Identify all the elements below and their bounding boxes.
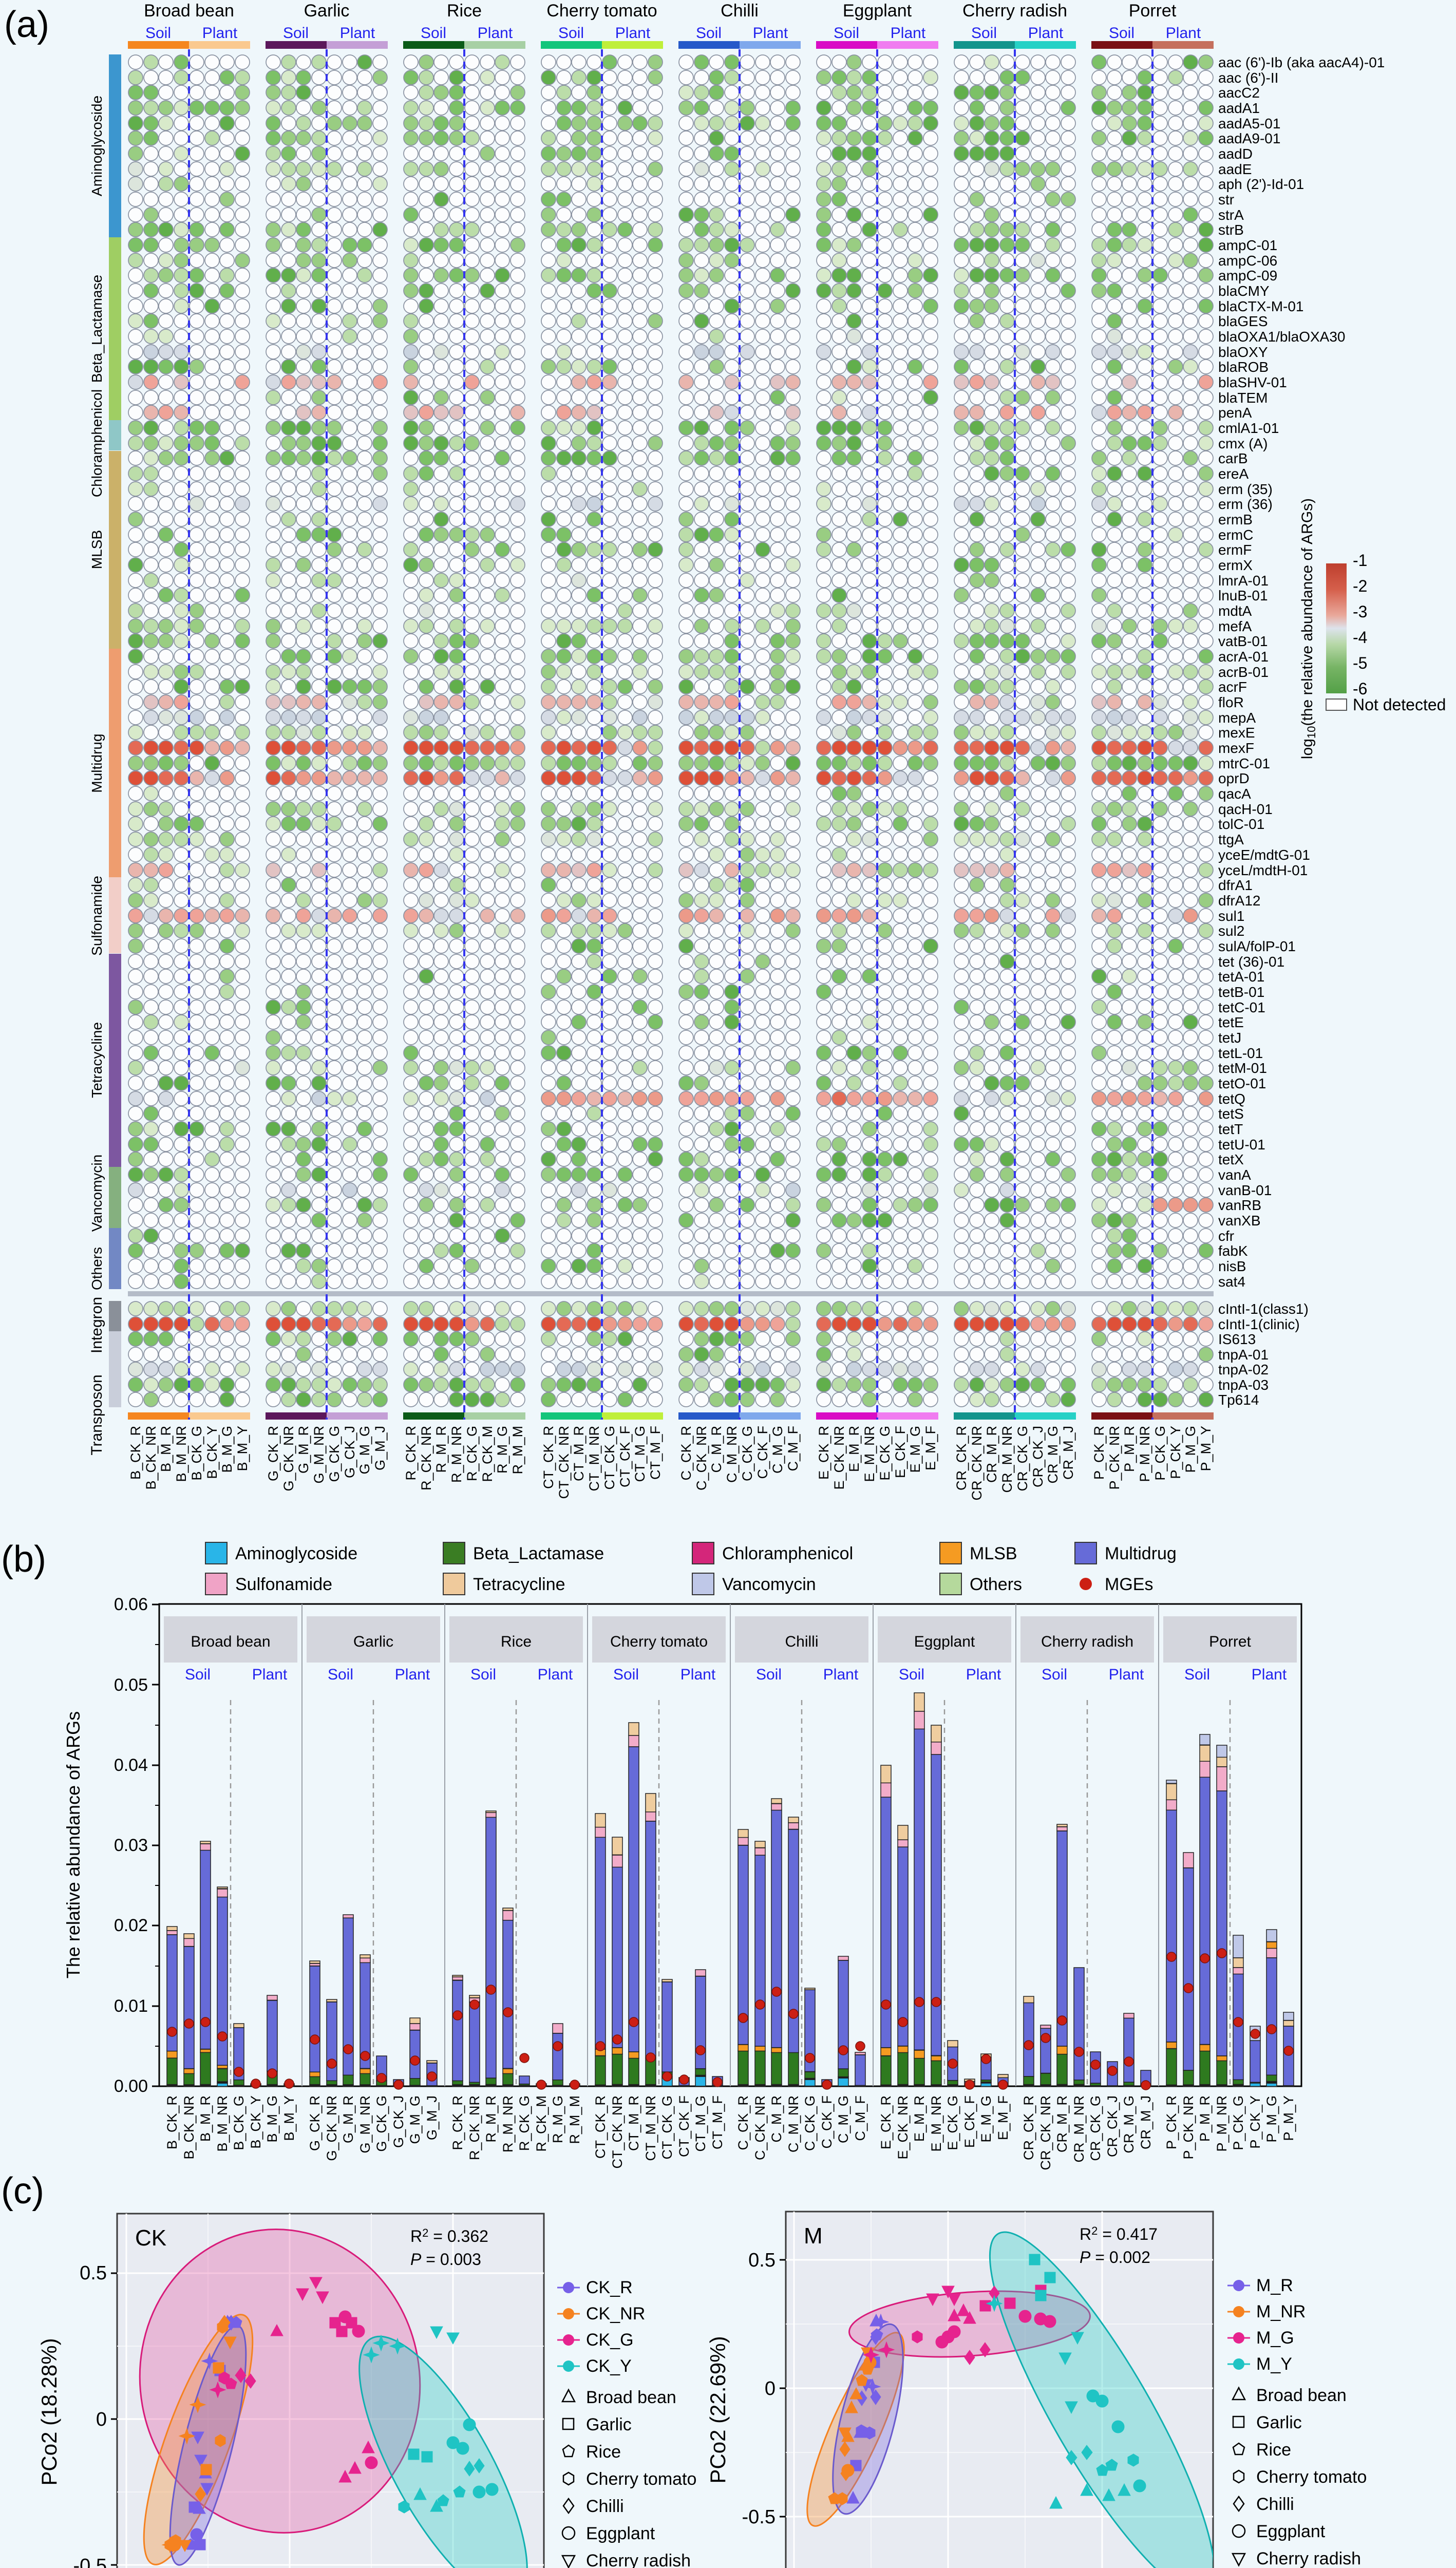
svg-text:Eggplant: Eggplant bbox=[843, 1, 912, 21]
svg-text:Garlic: Garlic bbox=[304, 1, 350, 21]
svg-text:Plant: Plant bbox=[891, 25, 926, 42]
svg-text:Sulfonamide: Sulfonamide bbox=[89, 876, 105, 956]
svg-text:Vancomycin: Vancomycin bbox=[89, 1155, 105, 1232]
svg-text:Soil: Soil bbox=[145, 25, 171, 42]
svg-text:Cherry radish: Cherry radish bbox=[962, 1, 1067, 21]
svg-text:(a): (a) bbox=[4, 4, 49, 45]
svg-text:Chilli: Chilli bbox=[721, 1, 759, 21]
svg-text:Soil: Soil bbox=[558, 25, 584, 42]
svg-text:Transposon: Transposon bbox=[88, 1374, 105, 1455]
svg-text:Porret: Porret bbox=[1129, 1, 1177, 21]
svg-text:Multidrug: Multidrug bbox=[89, 733, 105, 792]
svg-text:Plant: Plant bbox=[478, 25, 513, 42]
svg-text:Aminoglycoside: Aminoglycoside bbox=[89, 96, 105, 196]
svg-text:Plant: Plant bbox=[1028, 25, 1064, 42]
svg-text:Plant: Plant bbox=[202, 25, 238, 42]
svg-text:Integron: Integron bbox=[88, 1297, 105, 1353]
svg-text:Tetracycline: Tetracycline bbox=[89, 1022, 105, 1098]
svg-text:Beta_Lactamase: Beta_Lactamase bbox=[89, 275, 105, 383]
svg-text:Plant: Plant bbox=[340, 25, 375, 42]
svg-text:MLSB: MLSB bbox=[89, 530, 105, 569]
svg-text:Broad bean: Broad bean bbox=[144, 1, 234, 21]
svg-text:Soil: Soil bbox=[421, 25, 446, 42]
svg-text:Cherry tomato: Cherry tomato bbox=[546, 1, 657, 21]
svg-text:Soil: Soil bbox=[1109, 25, 1134, 42]
svg-text:Plant: Plant bbox=[615, 25, 651, 42]
svg-text:Plant: Plant bbox=[753, 25, 788, 42]
svg-text:Chloramphenicol: Chloramphenicol bbox=[89, 389, 105, 497]
svg-text:Plant: Plant bbox=[1166, 25, 1201, 42]
svg-text:Soil: Soil bbox=[283, 25, 309, 42]
svg-text:Others: Others bbox=[89, 1247, 105, 1290]
svg-text:Soil: Soil bbox=[834, 25, 859, 42]
svg-text:Rice: Rice bbox=[447, 1, 482, 21]
svg-text:Soil: Soil bbox=[971, 25, 997, 42]
svg-text:Soil: Soil bbox=[696, 25, 722, 42]
